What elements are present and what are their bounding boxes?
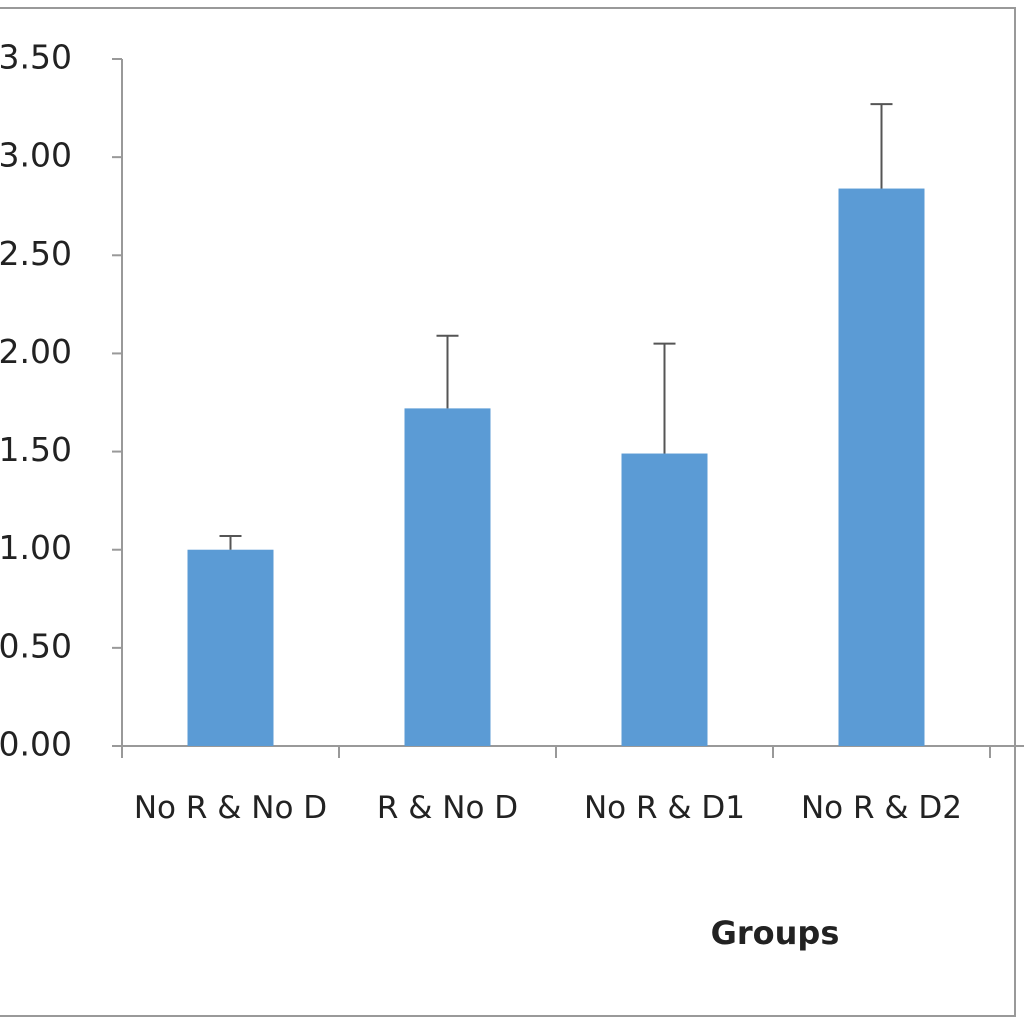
y-tick-label: 1.00 [0,528,72,567]
x-tick-label: No R & D1 [583,790,746,826]
bar [838,188,925,746]
bar [187,549,274,746]
bar [404,408,491,746]
y-tick-label: 0.50 [0,626,72,665]
y-tick-label: 2.50 [0,234,72,273]
error-bar [219,534,242,550]
y-tick-label: 3.50 [0,38,72,77]
y-tick-label: 0.00 [0,725,72,764]
error-bar [436,334,459,409]
y-tick-label: 3.00 [0,136,72,175]
y-tick-label: 1.50 [0,430,72,469]
x-axis-title: Groups [711,914,840,952]
x-tick-label: No R & No D [133,790,328,826]
error-bar [653,342,676,454]
y-tick-label: 2.00 [0,332,72,371]
bar [621,453,708,746]
frame [0,7,1016,1017]
x-tick-label: No R & D2 [800,790,963,826]
error-bar [870,103,893,189]
x-tick-label: R & No D [376,790,519,826]
